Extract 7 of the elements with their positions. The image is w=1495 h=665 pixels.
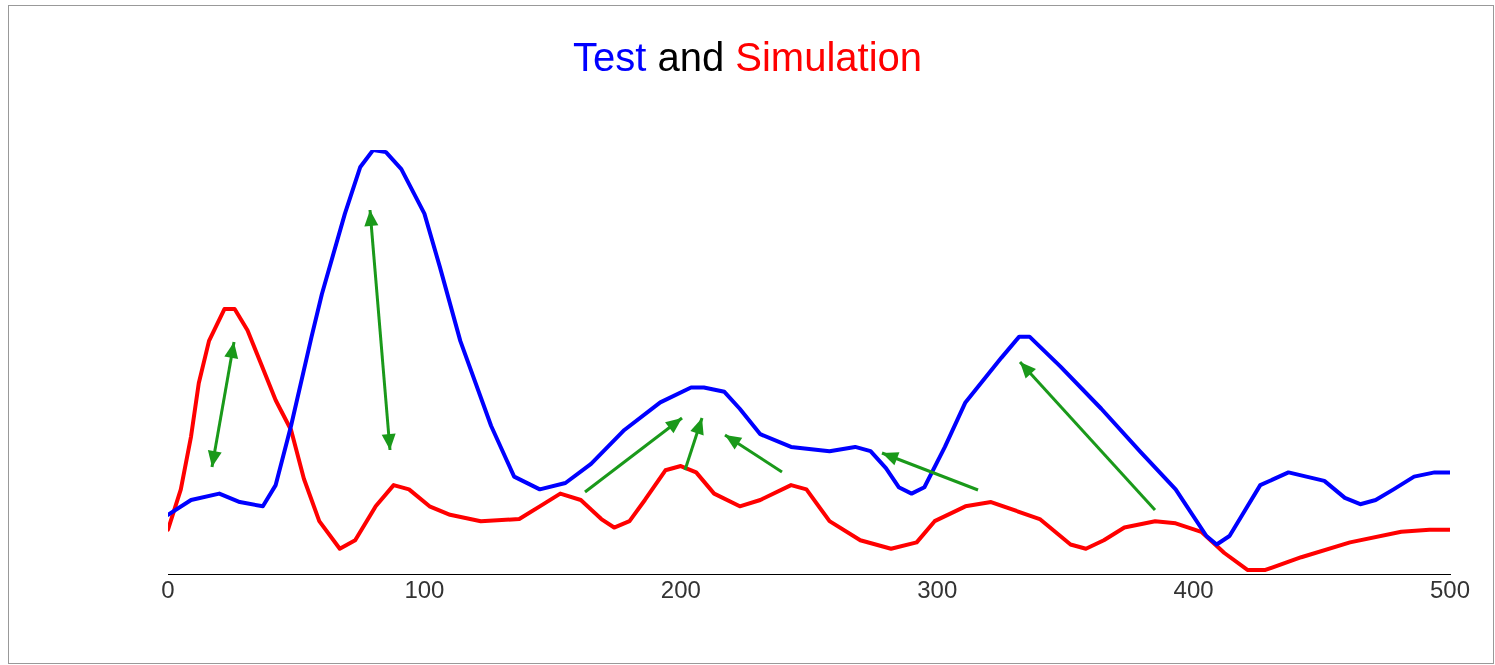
x-tick-label: 0	[161, 576, 175, 604]
x-tick-label: 400	[1173, 576, 1214, 604]
x-tick-label: 300	[917, 576, 958, 604]
x-tick-label: 100	[404, 576, 445, 604]
x-tick-label: 500	[1429, 576, 1471, 604]
chart-title: Test and Simulation	[572, 35, 923, 79]
x-tick-label: 200	[660, 576, 701, 604]
